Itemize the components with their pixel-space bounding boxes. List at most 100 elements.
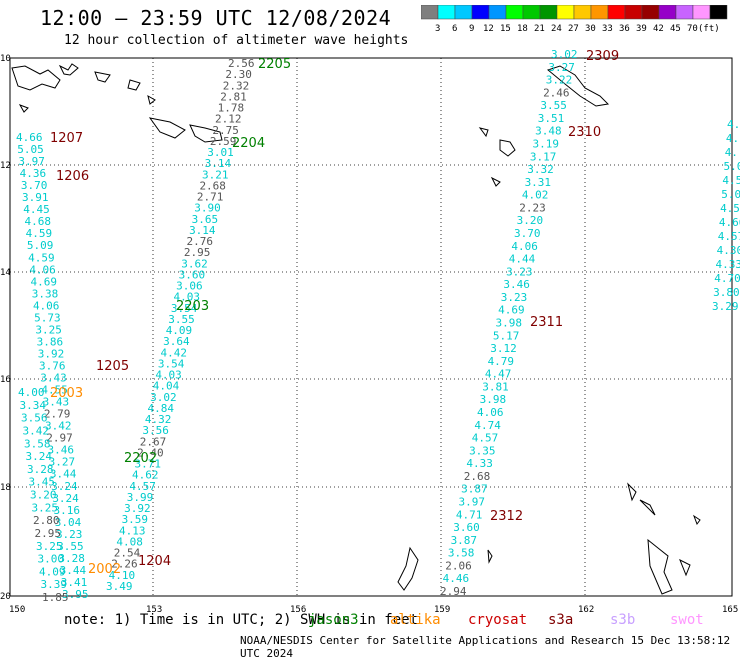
- pass-label: 2310: [568, 125, 601, 140]
- swh-value: 3.43: [40, 372, 67, 385]
- swh-value: 3.92: [38, 347, 65, 360]
- swh-value: 4.79: [488, 355, 514, 368]
- swh-value: 3.70: [514, 227, 541, 240]
- swh-value: 3.54: [158, 357, 185, 370]
- swh-value: 4.70: [714, 272, 740, 285]
- pass-label: 2312: [490, 509, 523, 524]
- swh-value: 4.66: [719, 216, 740, 229]
- swh-value: 2.32: [223, 79, 250, 92]
- swh-value: 3.87: [461, 483, 488, 496]
- pass-label: 2204: [232, 136, 265, 151]
- swh-value: 2.95: [184, 246, 211, 259]
- swh-value: 4.06: [511, 240, 538, 253]
- swh-value: 4.57: [718, 230, 740, 243]
- swh-value: 2.80: [33, 514, 60, 527]
- swh-value: 3.55: [57, 540, 84, 553]
- swh-value: 5.17: [493, 329, 520, 342]
- swh-value: 2.79: [44, 408, 70, 421]
- swh-value: 3.56: [142, 424, 169, 437]
- coastline: [478, 127, 489, 138]
- swh-value: 4.46: [443, 572, 470, 585]
- swh-value: 4.: [726, 132, 739, 145]
- swh-value: 3.87: [451, 534, 478, 547]
- swh-value: 3.44: [50, 468, 77, 481]
- swh-value: 3.35: [469, 444, 496, 457]
- swh-value: 4.2: [727, 118, 740, 131]
- swh-value: 4.13: [119, 524, 146, 537]
- swh-value: 4.08: [116, 535, 143, 548]
- swh-value: 4.69: [498, 304, 524, 317]
- swh-value: 3.91: [22, 191, 49, 204]
- coastline: [490, 176, 501, 187]
- swh-value: 4.57: [472, 432, 499, 445]
- colorbar-label: 6: [452, 24, 457, 34]
- coastline: [546, 65, 610, 107]
- coastline: [627, 482, 637, 502]
- map-frame: [9, 57, 733, 597]
- swh-value: 2.40: [137, 446, 164, 459]
- lat-tick-label: 18: [0, 483, 11, 493]
- swh-value: 2.26: [111, 558, 138, 571]
- map-subtitle: 12 hour collection of altimeter wave hei…: [64, 33, 409, 48]
- swh-value: 3.46: [47, 444, 73, 457]
- swh-value: 4.33: [715, 258, 740, 271]
- colorbar-label: 18: [517, 24, 528, 34]
- swh-value: 2.97: [46, 432, 72, 445]
- swh-value: 3.21: [202, 168, 229, 181]
- coastline: [189, 124, 223, 143]
- swh-value: 3.28: [27, 463, 54, 476]
- coastline: [647, 538, 673, 595]
- pass-label: 2002: [88, 562, 121, 577]
- colorbar-label: 12: [483, 24, 494, 34]
- lat-tick-label: 14: [0, 268, 11, 278]
- swh-value: 4.5: [722, 174, 740, 187]
- swh-value: 2.68: [464, 470, 491, 483]
- swh-value: 3.02: [551, 48, 578, 61]
- swh-value: 3.14: [205, 157, 232, 170]
- swh-value: 4.06: [477, 406, 504, 419]
- coastline: [397, 546, 419, 591]
- swh-value: 3.42: [45, 420, 71, 433]
- coastline: [58, 63, 79, 76]
- coastline: [18, 104, 29, 113]
- swh-value: 3.25: [32, 501, 59, 514]
- swh-value: 4.09: [39, 565, 66, 578]
- pass-label: 2202: [124, 451, 157, 466]
- swh-value: 5.09: [27, 239, 54, 252]
- swh-value: 5.0: [721, 188, 740, 201]
- swh-value: 3.81: [482, 380, 509, 393]
- coastline: [11, 65, 61, 91]
- swh-value: 3.19: [533, 138, 560, 151]
- swh-value: 3.23: [501, 291, 528, 304]
- swh-value: 3.12: [490, 342, 517, 355]
- colorbar-label: 24: [551, 24, 562, 34]
- color-scale-legend: 3 6 9 12 15 18 21 24 27 30 33 36 39 42 45 70 (ft): [421, 5, 728, 34]
- pass-label: 2205: [258, 57, 291, 72]
- map-title: 12:00 – 23:59 UTC 12/08/2024: [40, 6, 392, 30]
- swh-value: 3.22: [546, 74, 573, 87]
- swh-value: 3.02: [150, 391, 177, 404]
- swh-value: 3.97: [18, 155, 44, 168]
- swh-value: 3.27: [49, 456, 76, 469]
- swh-value: 3.29: [712, 300, 739, 313]
- lon-tick-label: 159: [434, 605, 450, 615]
- swh-value: 3.28: [58, 552, 85, 565]
- colorbar-label: 39: [636, 24, 647, 34]
- swh-value: 4.55: [41, 384, 68, 397]
- footer-credit: NOAA/NESDIS Center for Satellite Applica…: [240, 634, 731, 660]
- swh-value: 4.42: [161, 346, 188, 359]
- lat-tick-label: 10: [0, 54, 11, 64]
- swh-value: 3.71: [135, 458, 162, 471]
- lon-tick-label: 165: [722, 605, 738, 615]
- swh-value: 3.51: [538, 112, 565, 125]
- swh-value: 4.68: [24, 215, 51, 228]
- colorbar-label: 9: [469, 24, 474, 34]
- swh-value: 3.39: [41, 578, 68, 591]
- pass-label: 1205: [96, 359, 129, 374]
- coastline: [127, 79, 141, 91]
- swh-value: 3.00: [38, 553, 65, 566]
- swh-value: 4.45: [23, 203, 50, 216]
- colorbar-label: 33: [602, 24, 613, 34]
- swh-value: 3.58: [24, 437, 51, 450]
- colorbar-label: 70: [687, 24, 698, 34]
